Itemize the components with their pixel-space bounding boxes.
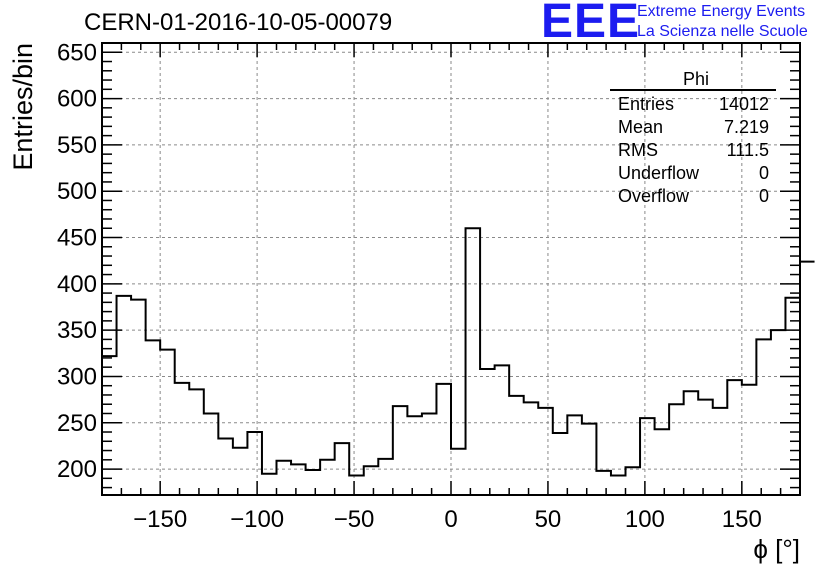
x-tick-label: 150: [722, 506, 762, 533]
y-axis-label: Entries/bin: [8, 43, 38, 171]
axis-ticks: [102, 42, 800, 495]
stats-value-mean: 7.219: [724, 117, 769, 137]
eee-logo: EEE: [541, 0, 641, 48]
y-tick-label: 500: [57, 178, 97, 205]
y-tick-label: 650: [57, 39, 97, 66]
logo-line-1: Extreme Energy Events: [637, 3, 806, 20]
y-tick-label: 600: [57, 86, 97, 113]
stats-box: Phi Entries 14012 Mean 7.219 RMS 111.5 U…: [610, 69, 776, 206]
stats-label-overflow: Overflow: [618, 186, 690, 206]
x-tick-label: −150: [133, 506, 187, 533]
chart-title: CERN-01-2016-10-05-00079: [84, 9, 393, 36]
logo-line-2: La Scienza nelle Scuole: [637, 23, 808, 40]
stats-label-mean: Mean: [618, 117, 663, 137]
x-tick-label: 100: [625, 506, 665, 533]
eee-logo-text: Extreme Energy Events La Scienza nelle S…: [637, 2, 808, 42]
y-tick-label: 550: [57, 132, 97, 159]
y-tick-label: 450: [57, 225, 97, 252]
stats-label-underflow: Underflow: [618, 163, 700, 183]
x-tick-label: −50: [334, 506, 375, 533]
stats-name: Phi: [683, 69, 709, 89]
x-tick-label: 0: [444, 506, 457, 533]
y-tick-label: 400: [57, 271, 97, 298]
x-tick-label: −100: [230, 506, 284, 533]
x-tick-label: 50: [535, 506, 562, 533]
y-tick-label: 350: [57, 317, 97, 344]
y-tick-label: 200: [57, 456, 97, 483]
x-axis-label: ϕ [°]: [753, 534, 800, 564]
stats-label-rms: RMS: [618, 140, 658, 160]
y-tick-label: 300: [57, 363, 97, 390]
tick-labels: −150 −100 −50 0 50 100 150 200 250 300 350 400 450 50…: [57, 39, 762, 533]
stats-value-overflow: 0: [759, 186, 769, 206]
stats-value-entries: 14012: [719, 94, 769, 114]
stats-value-rms: 111.5: [727, 140, 769, 160]
stats-value-underflow: 0: [759, 163, 769, 183]
y-tick-label: 250: [57, 410, 97, 437]
stats-label-entries: Entries: [618, 94, 674, 114]
histogram-line: [102, 227, 815, 477]
